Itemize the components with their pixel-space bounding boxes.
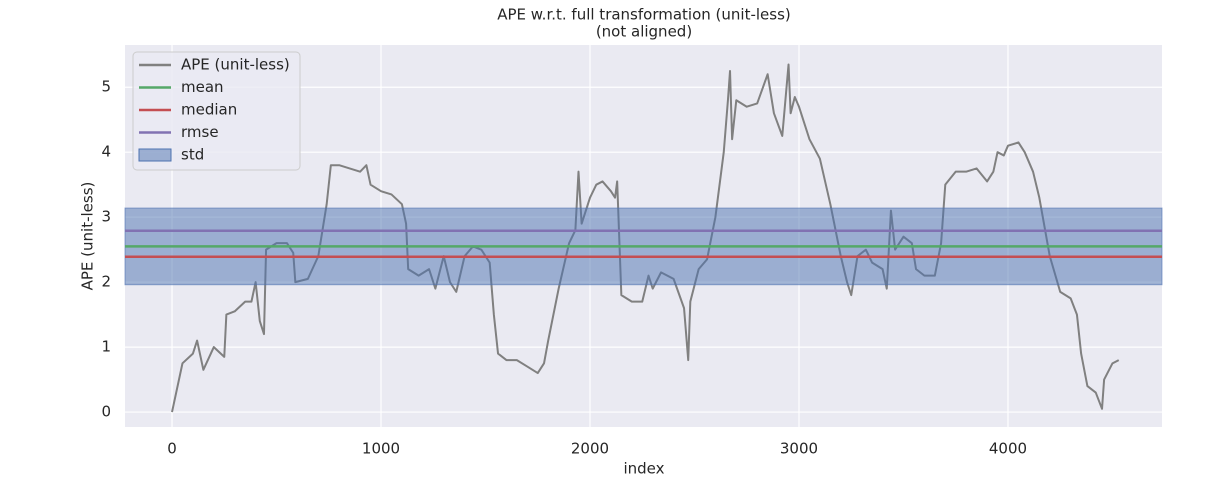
x-tick-label: 3000 <box>780 440 818 458</box>
chart-subtitle: (not aligned) <box>596 23 692 41</box>
y-tick-label: 4 <box>101 143 111 161</box>
legend-box <box>132 51 301 171</box>
x-axis-label: index <box>623 460 664 478</box>
y-tick-label: 3 <box>101 208 111 226</box>
chart-title: APE w.r.t. full transformation (unit-les… <box>497 6 791 24</box>
x-tick-label: 2000 <box>571 440 609 458</box>
y-tick-label: 2 <box>101 273 111 291</box>
legend-label: std <box>181 146 204 164</box>
legend-label: rmse <box>181 123 219 141</box>
x-tick-label: 0 <box>167 440 177 458</box>
y-tick-label: 1 <box>101 338 111 356</box>
y-tick-label: 0 <box>101 403 111 421</box>
legend-label: APE (unit-less) <box>181 56 290 74</box>
y-axis-label: APE (unit-less) <box>79 182 97 291</box>
legend-swatch <box>138 148 172 162</box>
legend-label: mean <box>181 78 224 96</box>
x-tick-label: 1000 <box>362 440 400 458</box>
legend-label: median <box>181 101 237 119</box>
y-tick-label: 5 <box>101 78 111 96</box>
x-tick-label: 4000 <box>989 440 1027 458</box>
